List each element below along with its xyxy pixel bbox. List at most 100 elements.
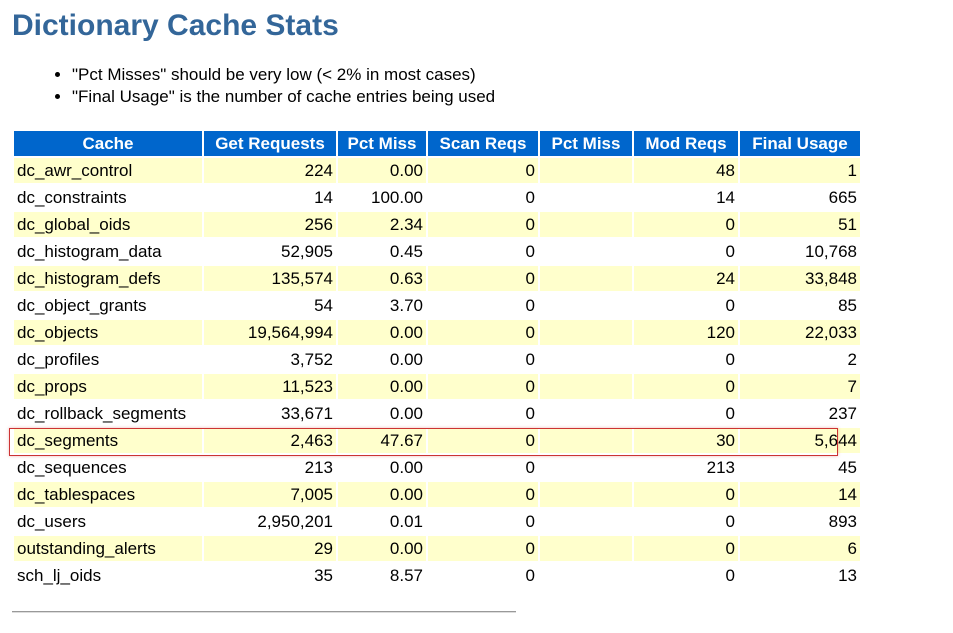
cell-pct-miss: 8.57 [338,563,426,588]
cell-mod-reqs: 120 [634,320,738,345]
cell-scan-reqs: 0 [428,374,538,399]
cell-scan-pct-miss [540,563,632,588]
header-cache: Cache [14,131,202,156]
cell-final-usage: 85 [740,293,860,318]
cell-cache: dc_global_oids [14,212,202,237]
cell-pct-miss: 0.00 [338,158,426,183]
horizontal-rule [12,611,516,613]
cell-get-requests: 54 [204,293,336,318]
cell-final-usage: 6 [740,536,860,561]
cell-scan-reqs: 0 [428,482,538,507]
cell-mod-reqs: 0 [634,536,738,561]
cell-final-usage: 893 [740,509,860,534]
cell-get-requests: 11,523 [204,374,336,399]
cell-mod-reqs: 0 [634,563,738,588]
cell-mod-reqs: 14 [634,185,738,210]
cell-scan-pct-miss [540,266,632,291]
cell-final-usage: 45 [740,455,860,480]
cell-get-requests: 33,671 [204,401,336,426]
cell-cache: dc_tablespaces [14,482,202,507]
cell-get-requests: 224 [204,158,336,183]
table-row: dc_awr_control 224 0.00 0 48 1 [14,158,860,183]
cell-get-requests: 29 [204,536,336,561]
cell-get-requests: 256 [204,212,336,237]
header-final-usage: Final Usage [740,131,860,156]
cell-mod-reqs: 0 [634,374,738,399]
cell-final-usage: 14 [740,482,860,507]
cell-pct-miss: 0.00 [338,320,426,345]
note-final-usage: "Final Usage" is the number of cache ent… [72,86,495,108]
table-row: dc_objects 19,564,994 0.00 0 120 22,033 [14,320,860,345]
cell-pct-miss: 0.63 [338,266,426,291]
page-title: Dictionary Cache Stats [12,9,339,42]
cell-pct-miss: 0.00 [338,374,426,399]
cell-scan-pct-miss [540,212,632,237]
cell-mod-reqs: 0 [634,509,738,534]
cell-get-requests: 135,574 [204,266,336,291]
cell-mod-reqs: 0 [634,347,738,372]
cell-cache: dc_histogram_data [14,239,202,264]
cell-scan-reqs: 0 [428,347,538,372]
table-row: dc_users 2,950,201 0.01 0 0 893 [14,509,860,534]
cell-get-requests: 35 [204,563,336,588]
cell-cache: outstanding_alerts [14,536,202,561]
cell-scan-reqs: 0 [428,293,538,318]
cell-pct-miss: 47.67 [338,428,426,453]
table-row: dc_profiles 3,752 0.00 0 0 2 [14,347,860,372]
cell-cache: dc_sequences [14,455,202,480]
cell-scan-pct-miss [540,185,632,210]
cell-scan-pct-miss [540,158,632,183]
cell-scan-reqs: 0 [428,185,538,210]
cell-mod-reqs: 0 [634,401,738,426]
cell-scan-reqs: 0 [428,536,538,561]
cell-final-usage: 7 [740,374,860,399]
cell-mod-reqs: 0 [634,239,738,264]
table-body: dc_awr_control 224 0.00 0 48 1 dc_constraints 1… [14,158,860,588]
header-mod-reqs: Mod Reqs [634,131,738,156]
cell-scan-reqs: 0 [428,401,538,426]
cell-mod-reqs: 0 [634,482,738,507]
cell-get-requests: 19,564,994 [204,320,336,345]
table-row: dc_segments 2,463 47.67 0 30 5,644 [14,428,860,453]
cell-final-usage: 2 [740,347,860,372]
table-row: dc_histogram_data 52,905 0.45 0 0 10,768 [14,239,860,264]
cell-cache: dc_object_grants [14,293,202,318]
cell-final-usage: 10,768 [740,239,860,264]
cell-get-requests: 2,463 [204,428,336,453]
cell-pct-miss: 0.00 [338,536,426,561]
cell-cache: sch_lj_oids [14,563,202,588]
notes-list: "Pct Misses" should be very low (< 2% in… [52,64,495,108]
cell-final-usage: 665 [740,185,860,210]
header-pct-miss: Pct Miss [338,131,426,156]
cell-cache: dc_users [14,509,202,534]
cell-get-requests: 2,950,201 [204,509,336,534]
cell-final-usage: 51 [740,212,860,237]
cell-cache: dc_rollback_segments [14,401,202,426]
table-row: dc_rollback_segments 33,671 0.00 0 0 237 [14,401,860,426]
cell-mod-reqs: 0 [634,293,738,318]
cell-final-usage: 5,644 [740,428,860,453]
cell-scan-reqs: 0 [428,266,538,291]
cell-cache: dc_props [14,374,202,399]
cell-mod-reqs: 24 [634,266,738,291]
cell-mod-reqs: 0 [634,212,738,237]
note-pct-misses: "Pct Misses" should be very low (< 2% in… [72,64,495,86]
table-row: dc_sequences 213 0.00 0 213 45 [14,455,860,480]
cell-scan-pct-miss [540,482,632,507]
table-row: dc_constraints 14 100.00 0 14 665 [14,185,860,210]
cell-final-usage: 13 [740,563,860,588]
cell-scan-pct-miss [540,401,632,426]
cell-pct-miss: 2.34 [338,212,426,237]
cell-cache: dc_segments [14,428,202,453]
cell-pct-miss: 3.70 [338,293,426,318]
table-row: dc_global_oids 256 2.34 0 0 51 [14,212,860,237]
cell-scan-pct-miss [540,536,632,561]
cell-mod-reqs: 30 [634,428,738,453]
cell-scan-pct-miss [540,347,632,372]
cell-get-requests: 14 [204,185,336,210]
cell-cache: dc_constraints [14,185,202,210]
header-get-requests: Get Requests [204,131,336,156]
cell-get-requests: 3,752 [204,347,336,372]
table-row: dc_object_grants 54 3.70 0 0 85 [14,293,860,318]
table-row: dc_props 11,523 0.00 0 0 7 [14,374,860,399]
